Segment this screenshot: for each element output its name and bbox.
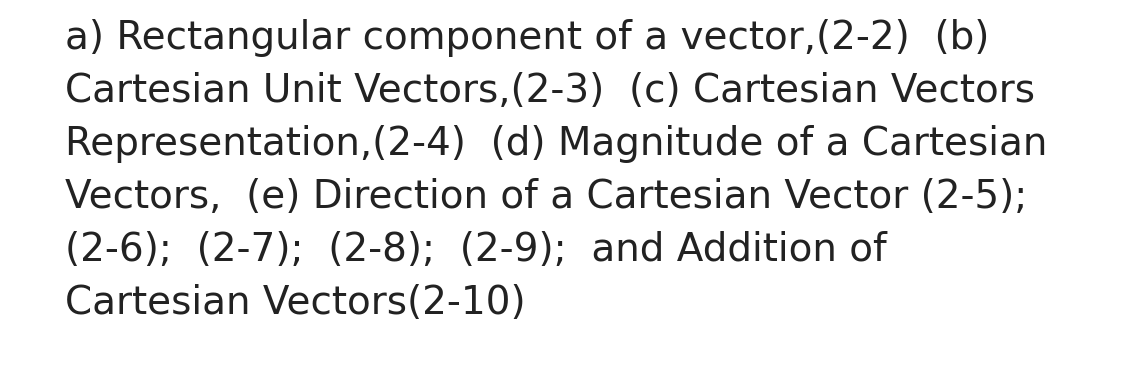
Text: a) Rectangular component of a vector,(2-2)  (b)
Cartesian Unit Vectors,(2-3)  (c: a) Rectangular component of a vector,(2-… bbox=[65, 19, 1048, 322]
